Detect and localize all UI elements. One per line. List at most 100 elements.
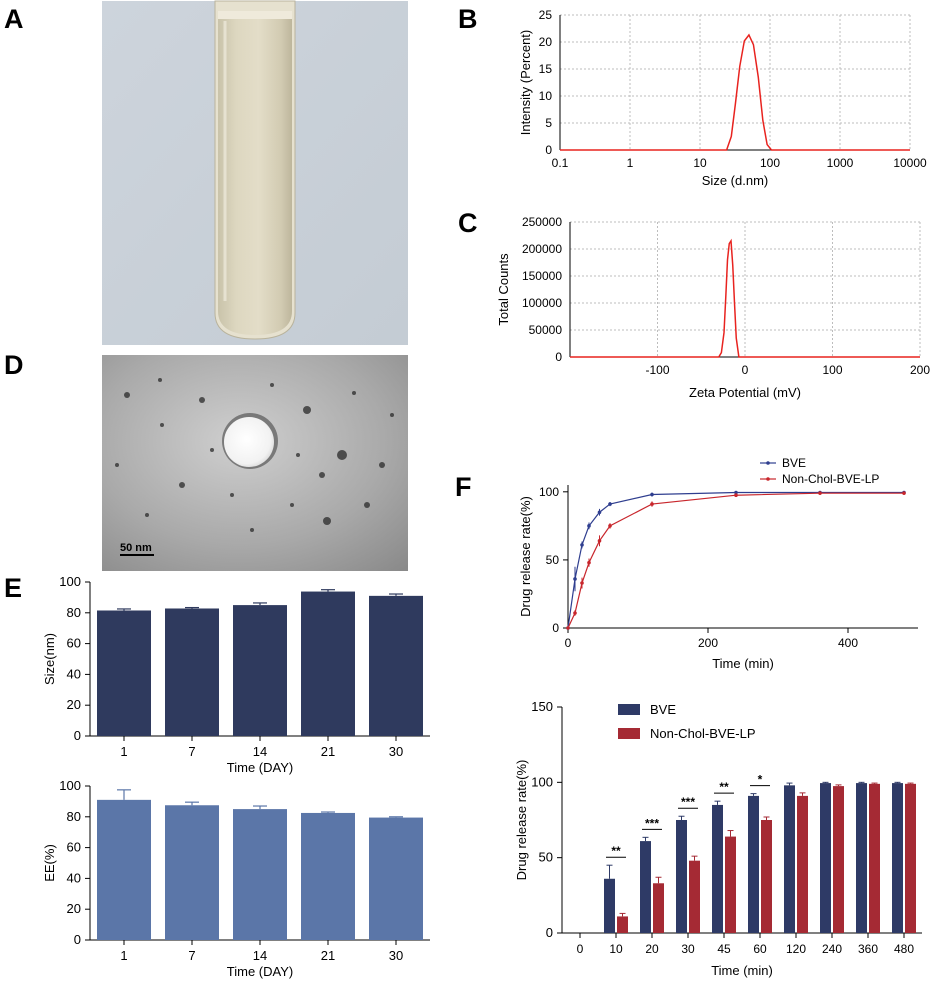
y-tick-label: 20 xyxy=(67,697,81,712)
x-tick-label: 7 xyxy=(188,948,195,963)
x-tick-label: 30 xyxy=(389,744,403,759)
bve-bar xyxy=(856,783,867,933)
y-tick-label: 50 xyxy=(539,850,553,865)
x-tick-label: 120 xyxy=(786,942,806,956)
x-axis-label: Time (min) xyxy=(712,656,774,671)
y-axis-label: Drug release rate(%) xyxy=(518,496,533,617)
legend-swatch xyxy=(618,704,640,715)
bar xyxy=(301,591,355,736)
x-tick-label: 0 xyxy=(577,942,584,956)
lp-bar xyxy=(761,820,772,933)
y-axis-label: Drug release rate(%) xyxy=(514,760,529,881)
legend-label: Non-Chol-BVE-LP xyxy=(650,726,756,741)
lp-bar xyxy=(869,783,880,933)
x-tick-label: 30 xyxy=(389,948,403,963)
x-tick-label: 7 xyxy=(188,744,195,759)
y-tick-label: 20 xyxy=(539,35,553,49)
zeta-potential-line xyxy=(570,238,920,358)
lp-bar xyxy=(797,795,808,933)
panel-label-b: B xyxy=(458,4,478,34)
significance-marker: *** xyxy=(645,816,659,830)
panel-label-a: A xyxy=(4,4,24,34)
y-tick-label: 100 xyxy=(59,778,81,793)
x-tick-label: 10 xyxy=(693,156,707,170)
data-point xyxy=(580,543,584,547)
panel-label-f: F xyxy=(455,472,472,502)
x-tick-label: -100 xyxy=(645,363,669,377)
bar xyxy=(165,608,219,736)
x-axis-label: Time (min) xyxy=(711,963,773,978)
y-tick-label: 40 xyxy=(67,870,81,885)
bar xyxy=(233,809,287,940)
data-point xyxy=(580,581,584,585)
legend-label: Non-Chol-BVE-LP xyxy=(782,472,879,486)
tem-scale-label: 50 nm xyxy=(120,542,152,554)
data-point xyxy=(597,539,602,543)
y-tick-label: 0 xyxy=(74,932,81,947)
significance-marker: ** xyxy=(611,844,621,858)
tube-meniscus xyxy=(218,11,292,19)
y-tick-label: 0 xyxy=(552,621,559,635)
bve-bar xyxy=(892,783,903,933)
panel-label-d: D xyxy=(4,350,24,380)
lp-bar xyxy=(725,836,736,933)
bar xyxy=(369,595,423,736)
y-tick-label: 60 xyxy=(67,636,81,651)
tem-particles xyxy=(115,378,394,532)
x-tick-label: 1 xyxy=(120,948,127,963)
release-curve-chart: 0 50 100 0 200 400 BVE Non-Chol-BVE-LP Time (min… xyxy=(518,456,918,671)
tube-liquid xyxy=(218,15,292,335)
bve-bar xyxy=(748,795,759,933)
x-tick-label: 14 xyxy=(253,744,267,759)
x-tick-label: 10 xyxy=(609,942,623,956)
x-axis-label: Time (DAY) xyxy=(227,760,293,775)
panel-label-e: E xyxy=(4,573,23,603)
y-tick-label: 0 xyxy=(545,143,552,157)
y-tick-label: 150000 xyxy=(522,269,562,283)
data-point xyxy=(902,491,906,495)
x-axis-label: Zeta Potential (mV) xyxy=(689,385,801,400)
y-tick-label: 100 xyxy=(59,574,81,589)
bve-bar xyxy=(640,841,651,933)
x-tick-label: 1 xyxy=(120,744,127,759)
y-tick-label: 10 xyxy=(539,89,553,103)
data-point xyxy=(597,510,602,515)
panel-label-c: C xyxy=(458,208,478,238)
bar xyxy=(233,605,287,736)
y-axis-label: EE(%) xyxy=(42,844,57,882)
legend-label: BVE xyxy=(782,456,806,470)
y-tick-label: 15 xyxy=(539,62,553,76)
x-tick-label: 200 xyxy=(698,636,718,650)
x-tick-label: 20 xyxy=(645,942,659,956)
data-point xyxy=(573,611,577,615)
x-tick-label: 60 xyxy=(753,942,767,956)
y-tick-label: 100 xyxy=(531,774,553,789)
x-tick-label: 1000 xyxy=(827,156,854,170)
data-point xyxy=(608,502,612,506)
significance-marker: * xyxy=(758,773,763,787)
y-tick-label: 100 xyxy=(539,485,559,499)
y-tick-label: 60 xyxy=(67,840,81,855)
y-axis-label: Intensity (Percent) xyxy=(518,30,533,136)
x-tick-label: 200 xyxy=(910,363,930,377)
y-tick-label: 5 xyxy=(545,116,552,130)
bve-bar xyxy=(676,820,687,933)
y-tick-label: 200000 xyxy=(522,242,562,256)
y-tick-label: 0 xyxy=(74,728,81,743)
significance-marker: *** xyxy=(681,795,695,809)
x-tick-label: 0 xyxy=(565,636,572,650)
tube-photo xyxy=(102,0,408,345)
bve-release-line xyxy=(567,491,904,629)
size-stability-chart: 0 20 40 60 80 100 1 7 14 21 30 Time (DAY) Size(nm) xyxy=(42,574,430,775)
y-tick-label: 20 xyxy=(67,901,81,916)
y-tick-label: 0 xyxy=(546,925,553,940)
x-tick-label: 1 xyxy=(627,156,634,170)
x-tick-label: 240 xyxy=(822,942,842,956)
data-point xyxy=(818,491,822,495)
data-point xyxy=(573,577,577,581)
data-point xyxy=(734,490,738,495)
x-tick-label: 21 xyxy=(321,948,335,963)
x-axis-label: Time (DAY) xyxy=(227,964,293,979)
x-tick-label: 480 xyxy=(894,942,914,956)
ee-stability-chart: 0 20 40 60 80 100 1 7 14 21 30 Time (DAY) EE(%) xyxy=(42,778,430,979)
